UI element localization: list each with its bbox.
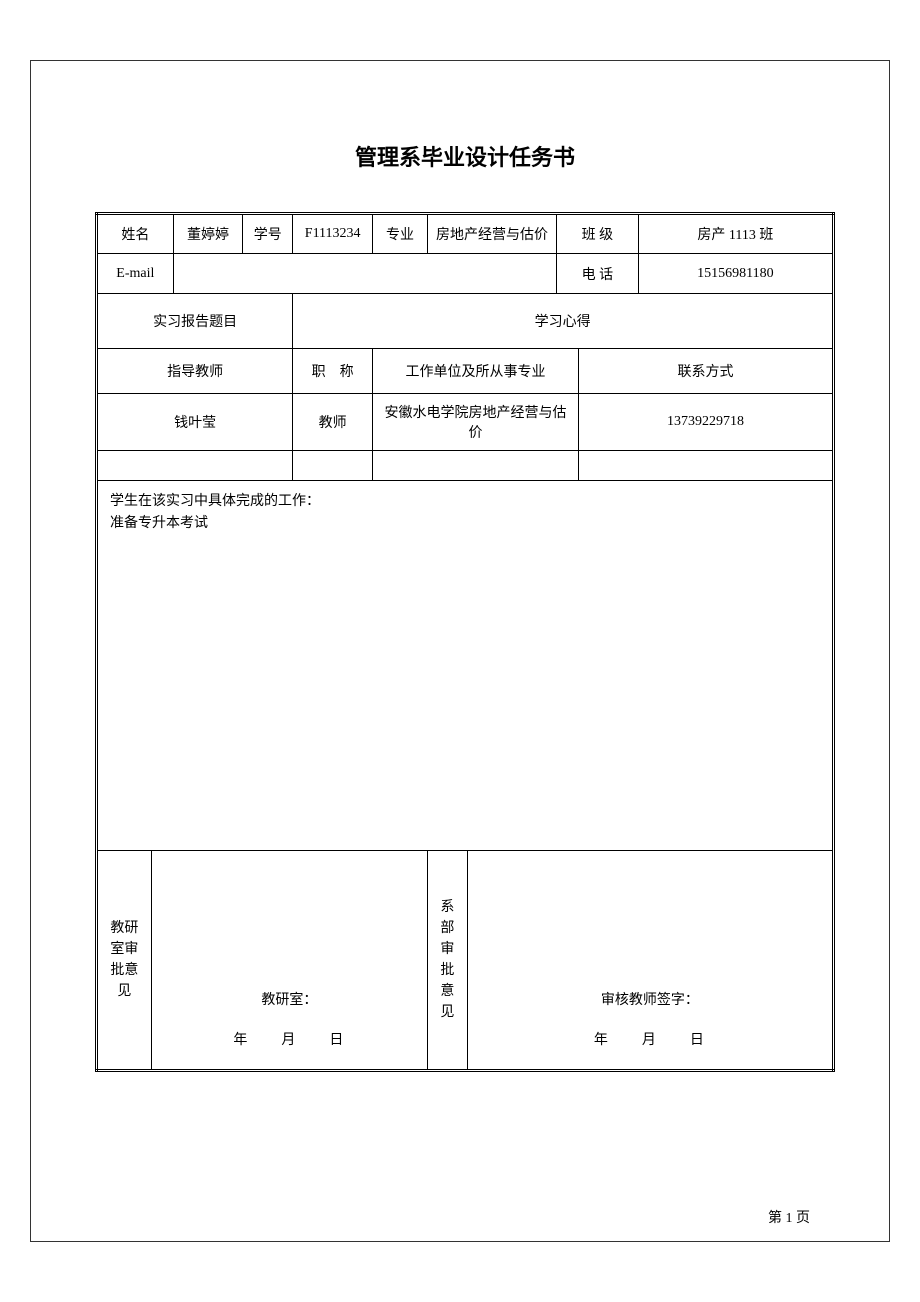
page-title: 管理系毕业设计任务书 (95, 140, 835, 172)
empty-cell (97, 451, 293, 481)
approval-left-sig: 教研室： (152, 989, 427, 1009)
id-value: F1113234 (293, 214, 373, 254)
table-row: 指导教师 职 称 工作单位及所从事专业 联系方式 (97, 349, 834, 394)
table-row (97, 451, 834, 481)
approval-right-date: 年 月 日 (468, 1029, 832, 1049)
empty-cell (293, 451, 373, 481)
contact-label: 联系方式 (579, 349, 834, 394)
work-content-cell: 学生在该实习中具体完成的工作： 准备专升本考试 (97, 481, 834, 851)
class-label: 班 级 (557, 214, 639, 254)
phone-value: 15156981180 (638, 254, 833, 294)
table-row: 姓名 董婷婷 学号 F1113234 专业 房地产经营与估价 班 级 房产 11… (97, 214, 834, 254)
advisor-value: 钱叶莹 (97, 394, 293, 451)
empty-cell (579, 451, 834, 481)
class-value: 房产 1113 班 (638, 214, 833, 254)
name-label: 姓名 (97, 214, 174, 254)
report-title-label: 实习报告题目 (97, 294, 293, 349)
empty-cell (373, 451, 579, 481)
email-value (173, 254, 556, 294)
workplace-value: 安徽水电学院房地产经营与估价 (373, 394, 579, 451)
approval-left-date: 年 月 日 (152, 1029, 427, 1049)
table-row: E-mail 电 话 15156981180 (97, 254, 834, 294)
major-value: 房地产经营与估价 (427, 214, 556, 254)
position-label: 职 称 (293, 349, 373, 394)
approval-left-content: 教研室： 年 月 日 (151, 851, 427, 1071)
id-label: 学号 (243, 214, 293, 254)
approval-left-label: 教研室审批意见 (97, 851, 152, 1071)
contact-value: 13739229718 (579, 394, 834, 451)
work-label: 学生在该实习中具体完成的工作： (110, 494, 320, 509)
task-form-table: 姓名 董婷婷 学号 F1113234 专业 房地产经营与估价 班 级 房产 11… (95, 212, 835, 1072)
table-row: 学生在该实习中具体完成的工作： 准备专升本考试 (97, 481, 834, 851)
report-title-value: 学习心得 (293, 294, 834, 349)
table-row: 实习报告题目 学习心得 (97, 294, 834, 349)
work-content: 准备专升本考试 (110, 516, 208, 531)
approval-right-label: 系部审批意见 (427, 851, 467, 1071)
position-value: 教师 (293, 394, 373, 451)
document-content: 管理系毕业设计任务书 姓名 董婷婷 学号 F1113234 专业 房地产经营与估… (95, 140, 835, 1072)
page-footer: 第 1 页 (768, 1207, 810, 1227)
email-label: E-mail (97, 254, 174, 294)
workplace-label: 工作单位及所从事专业 (373, 349, 579, 394)
approval-right-sig: 审核教师签字： (468, 989, 832, 1009)
advisor-label: 指导教师 (97, 349, 293, 394)
approval-right-content: 审核教师签字： 年 月 日 (467, 851, 833, 1071)
name-value: 董婷婷 (173, 214, 243, 254)
table-row: 教研室审批意见 教研室： 年 月 日 系部审批意见 审核教师签字： 年 月 日 (97, 851, 834, 1071)
major-label: 专业 (373, 214, 428, 254)
table-row: 钱叶莹 教师 安徽水电学院房地产经营与估价 13739229718 (97, 394, 834, 451)
phone-label: 电 话 (557, 254, 639, 294)
